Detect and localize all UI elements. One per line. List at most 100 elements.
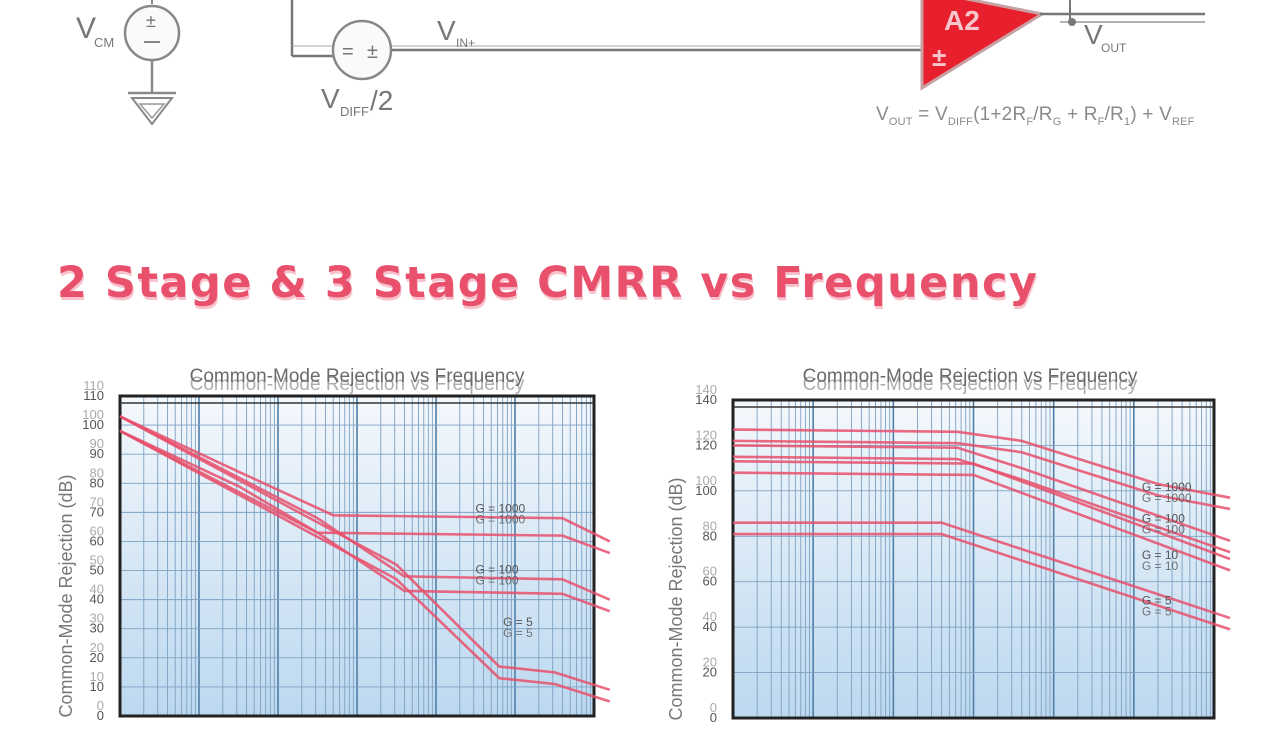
y-tick-label: 90 <box>90 446 104 461</box>
opamp-a2: A2 ± <box>920 0 1047 91</box>
ground-icon <box>128 91 176 126</box>
y-tick-label: 20 <box>703 665 717 680</box>
y-tick-label: 140 <box>695 392 717 407</box>
gain-label: G = 1000 <box>476 501 526 515</box>
y-tick-label-ghost: 60 <box>90 523 104 538</box>
series-line <box>119 429 611 613</box>
formula-sub-ref: REF <box>1171 115 1195 128</box>
series-line <box>732 460 1231 561</box>
y-tick-label: 50 <box>90 563 104 578</box>
circuit-schematic: ± V CM = ± V DIFF /2 V IN+ A2 ± V OUT <box>76 0 1205 126</box>
gain-label-ghost: G = 1000 <box>1142 491 1192 505</box>
chart-title-ghost: Common-Mode Rejection vs Frequency <box>190 374 525 395</box>
series-line <box>732 444 1231 543</box>
formula-sub-f2: F <box>1097 115 1105 128</box>
formula-sub-g: G <box>1052 115 1062 128</box>
series-line <box>119 415 611 543</box>
vcm-sub: CM <box>94 35 114 50</box>
plot-frame <box>731 398 1216 720</box>
y-tick-label-ghost: 20 <box>90 640 104 655</box>
y-tick-label: 10 <box>90 679 104 694</box>
gain-label: G = 5 <box>503 615 533 629</box>
cmrr-chart-3-stage-svg: Common-Mode Rejection vs FrequencyCommon… <box>666 366 1231 725</box>
gain-label-ghost: G = 10 <box>1142 559 1179 573</box>
slide-title: 2 Stage & 3 Stage CMRR vs Frequency <box>57 258 1039 308</box>
y-tick-label: 30 <box>90 621 104 636</box>
vcm-source-sign: ± <box>146 11 156 31</box>
formula-term5: ) + V <box>1130 104 1172 125</box>
vout-label: V <box>1084 19 1103 50</box>
formula-sub-1: 1 <box>1123 115 1131 128</box>
formula-sub-f1: F <box>1026 115 1034 128</box>
series-line <box>732 428 1231 499</box>
y-tick-label-ghost: 100 <box>695 473 717 488</box>
vin-sub: IN+ <box>456 36 475 50</box>
series-line <box>733 532 1231 631</box>
gain-label: G = 10 <box>1142 548 1179 562</box>
y-tick-label: 100 <box>82 417 104 432</box>
gain-label-ghost: G = 100 <box>476 573 519 587</box>
y-tick-label-ghost: 110 <box>83 378 104 393</box>
series-line <box>733 521 1231 620</box>
vdiff-suffix: /2 <box>370 85 393 116</box>
y-tick-label: 0 <box>97 708 104 723</box>
chart-title-ghost: Common-Mode Rejection vs Frequency <box>803 374 1138 395</box>
vcm-label: V <box>76 12 96 45</box>
y-tick-label-ghost: 0 <box>710 700 717 715</box>
gain-label: G = 1000 <box>1142 480 1192 494</box>
formula-eq: = <box>912 104 935 125</box>
plot-frame <box>118 394 596 718</box>
vin-label: V <box>437 15 456 46</box>
gain-label: G = 100 <box>1142 512 1185 526</box>
y-tick-label: 40 <box>90 592 104 607</box>
vdiff-source: = ± <box>331 19 393 81</box>
formula-term3: + R <box>1061 104 1098 125</box>
y-tick-label-ghost: 100 <box>82 407 104 422</box>
chart-title: Common-Mode Rejection vs Frequency <box>190 366 525 387</box>
y-tick-label: 60 <box>703 574 717 589</box>
y-tick-label-ghost: 80 <box>90 465 104 480</box>
vdiff-sign-right: ± <box>367 41 378 63</box>
y-tick-label: 70 <box>90 504 104 519</box>
gain-label-ghost: G = 1000 <box>476 512 526 526</box>
y-axis-label: Common-Mode Rejection (dB) <box>56 474 76 717</box>
gain-label-ghost: G = 5 <box>1142 604 1172 618</box>
series-line <box>119 415 611 692</box>
gain-label-ghost: G = 5 <box>503 626 533 640</box>
y-tick-label-ghost: 140 <box>695 382 717 397</box>
y-tick-label-ghost: 50 <box>90 553 104 568</box>
y-tick-label: 80 <box>703 528 717 543</box>
y-tick-label: 110 <box>83 388 104 403</box>
y-tick-label: 60 <box>90 533 104 548</box>
series-line <box>119 415 611 601</box>
y-tick-label-ghost: 80 <box>703 518 717 533</box>
formula-term4: /R <box>1104 104 1124 125</box>
vdiff-sign-left: = <box>342 41 354 63</box>
vdiff-sub: DIFF <box>340 104 369 119</box>
chart-title: Common-Mode Rejection vs Frequency <box>803 366 1138 387</box>
y-tick-label: 120 <box>695 437 717 452</box>
formula-sub-diff: DIFF <box>947 115 974 128</box>
vcm-source: ± <box>123 0 181 92</box>
vout-formula: VOUT = VDIFF(1+2RF/RG + RF/R1) + VREF <box>876 104 1195 128</box>
formula-term1: (1+2R <box>973 104 1027 125</box>
gain-label-ghost: G = 100 <box>1142 523 1185 537</box>
y-tick-label: 40 <box>703 619 717 634</box>
formula-vout: V <box>876 104 889 125</box>
formula-term2: /R <box>1033 104 1053 125</box>
gain-label: G = 100 <box>476 562 519 576</box>
y-tick-label-ghost: 90 <box>90 436 104 451</box>
opamp-input-sign: ± <box>932 42 946 72</box>
y-tick-label-ghost: 20 <box>703 655 717 670</box>
y-tick-label-ghost: 0 <box>97 698 104 713</box>
y-tick-label-ghost: 30 <box>90 611 104 626</box>
y-tick-label: 100 <box>695 483 717 498</box>
gain-label: G = 5 <box>1142 593 1172 607</box>
cmrr-chart-2-stage-svg: Common-Mode Rejection vs FrequencyCommon… <box>56 366 611 723</box>
vdiff-label: V <box>321 83 340 114</box>
y-tick-label: 80 <box>90 475 104 490</box>
y-tick-label-ghost: 40 <box>90 582 104 597</box>
vout-sub: OUT <box>1101 41 1127 55</box>
y-tick-label: 0 <box>710 710 717 725</box>
series-line <box>119 429 611 703</box>
